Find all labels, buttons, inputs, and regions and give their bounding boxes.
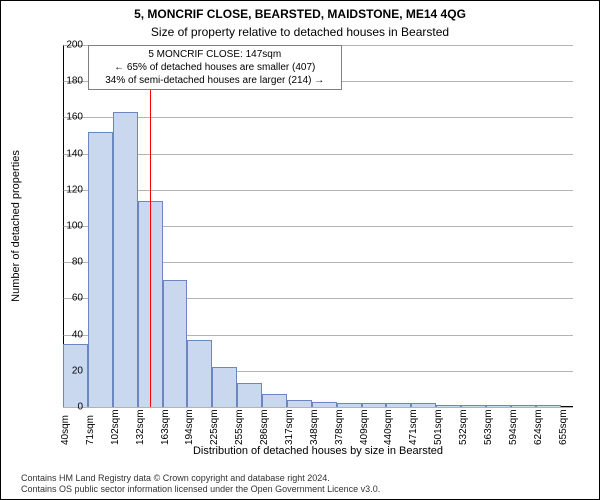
histogram-bar [88, 132, 113, 407]
y-tick-label: 200 [45, 40, 83, 51]
x-tick-label: 471sqm [408, 409, 419, 445]
y-tick-label: 160 [45, 112, 83, 123]
x-tick-label: 532sqm [458, 409, 469, 445]
annotation-box: 5 MONCRIF CLOSE: 147sqm← 65% of detached… [88, 45, 342, 90]
x-tick-label: 563sqm [483, 409, 494, 445]
histogram-bar [113, 112, 138, 407]
histogram-bar [187, 340, 212, 407]
y-tick-label: 0 [45, 402, 83, 413]
y-tick-label: 40 [45, 329, 83, 340]
y-tick-label: 120 [45, 184, 83, 195]
grid-line [63, 190, 573, 191]
x-tick-label: 378sqm [334, 409, 345, 445]
x-axis-label: Distribution of detached houses by size … [63, 445, 573, 457]
histogram-bar [461, 405, 486, 407]
x-tick-label: 286sqm [259, 409, 270, 445]
histogram-bar [212, 367, 237, 407]
histogram-bar [262, 394, 287, 407]
x-tick-label: 409sqm [359, 409, 370, 445]
annotation-line: ← 65% of detached houses are smaller (40… [93, 61, 337, 74]
reference-line [150, 45, 151, 407]
grid-line [63, 407, 573, 408]
y-tick-label: 180 [45, 76, 83, 87]
x-tick-label: 71sqm [85, 415, 96, 445]
x-tick-label: 163sqm [160, 409, 171, 445]
histogram-bar [337, 403, 362, 407]
x-tick-label: 194sqm [184, 409, 195, 445]
x-tick-label: 132sqm [135, 409, 146, 445]
x-tick-label: 440sqm [383, 409, 394, 445]
histogram-bar [436, 405, 461, 407]
y-tick-label: 100 [45, 221, 83, 232]
x-tick-label: 102sqm [110, 409, 121, 445]
footer-line-1: Contains HM Land Registry data © Crown c… [21, 473, 330, 483]
x-tick-label: 501sqm [433, 409, 444, 445]
x-tick-label: 317sqm [284, 409, 295, 445]
histogram-bar [386, 403, 411, 407]
chart-container: 5, MONCRIF CLOSE, BEARSTED, MAIDSTONE, M… [0, 0, 600, 500]
grid-line [63, 117, 573, 118]
x-tick-label: 348sqm [309, 409, 320, 445]
x-tick-label: 624sqm [533, 409, 544, 445]
y-tick-label: 60 [45, 293, 83, 304]
x-tick-label: 655sqm [558, 409, 569, 445]
x-tick-label: 40sqm [60, 415, 71, 445]
chart-title: 5, MONCRIF CLOSE, BEARSTED, MAIDSTONE, M… [1, 7, 599, 21]
histogram-bar [511, 405, 536, 407]
footer-line-2: Contains OS public sector information li… [21, 484, 380, 494]
y-tick-label: 140 [45, 148, 83, 159]
histogram-bar [486, 405, 511, 407]
footer-text: Contains HM Land Registry data © Crown c… [21, 473, 380, 496]
annotation-line: 34% of semi-detached houses are larger (… [93, 74, 337, 87]
histogram-bar [287, 400, 312, 407]
grid-line [63, 154, 573, 155]
y-tick-label: 80 [45, 257, 83, 268]
annotation-line: 5 MONCRIF CLOSE: 147sqm [93, 48, 337, 61]
histogram-bar [163, 280, 188, 407]
y-axis-label: Number of detached properties [9, 45, 23, 407]
x-tick-label: 225sqm [209, 409, 220, 445]
histogram-bar [536, 405, 561, 407]
histogram-bar [411, 403, 436, 407]
plot-area: 5 MONCRIF CLOSE: 147sqm← 65% of detached… [63, 45, 573, 407]
histogram-bar [237, 383, 262, 407]
x-tick-label: 594sqm [508, 409, 519, 445]
histogram-bar [362, 403, 387, 407]
chart-subtitle: Size of property relative to detached ho… [1, 25, 599, 39]
x-tick-label: 255sqm [234, 409, 245, 445]
histogram-bar [312, 402, 337, 407]
y-tick-label: 20 [45, 365, 83, 376]
